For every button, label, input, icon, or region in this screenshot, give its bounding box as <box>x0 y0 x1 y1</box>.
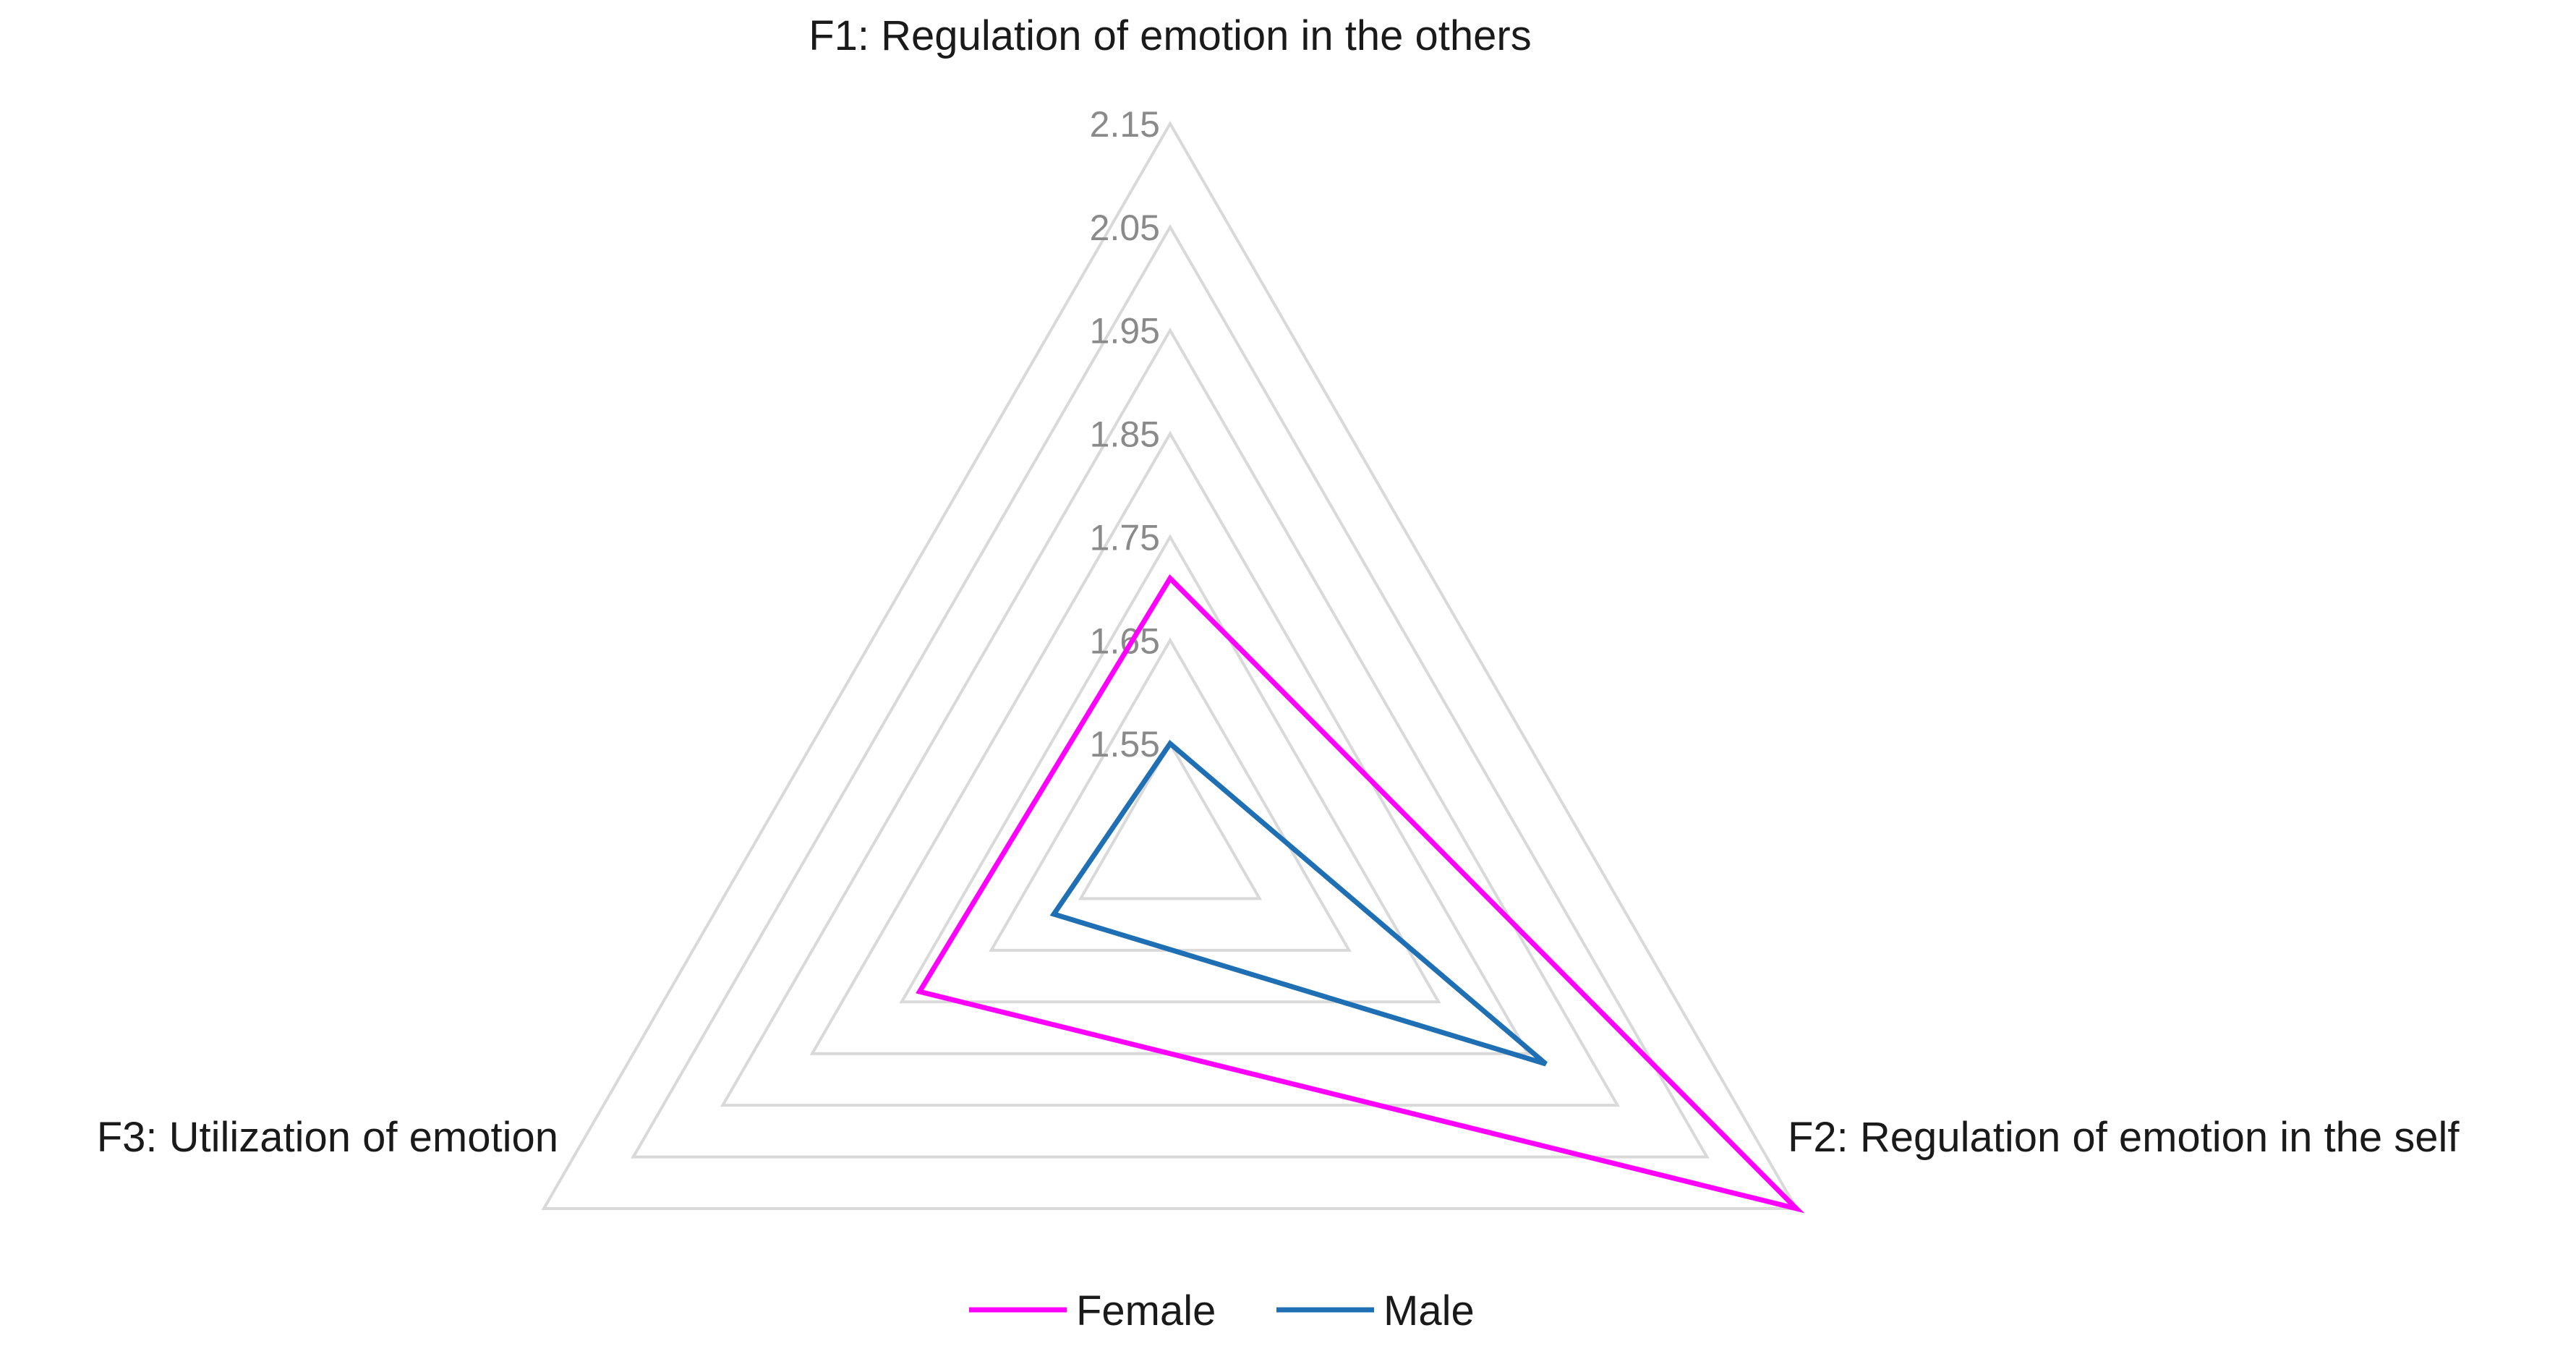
grid-ring-5 <box>720 327 1621 1107</box>
tick-label: 2.05 <box>1090 208 1160 248</box>
tick-label: 1.75 <box>1090 517 1160 558</box>
axis-label-f3: F3: Utilization of emotion <box>97 1114 558 1161</box>
tick-label: 1.85 <box>1090 414 1160 455</box>
grid-ring-7 <box>541 120 1799 1210</box>
series-line-female <box>916 574 1805 1214</box>
legend-label-male: Male <box>1383 1287 1475 1334</box>
grid-ring-3 <box>899 534 1441 1004</box>
radial-tick-labels: 1.551.651.751.851.952.052.15 <box>1090 104 1160 764</box>
tick-label: 1.55 <box>1090 724 1160 764</box>
grid-ring-6 <box>631 223 1710 1159</box>
tick-label: 1.95 <box>1090 311 1160 352</box>
grid-ring-2 <box>989 637 1352 952</box>
radar-grid <box>541 120 1799 1210</box>
series-line-male <box>1049 739 1548 1067</box>
tick-label: 2.15 <box>1090 104 1160 145</box>
legend-label-female: Female <box>1076 1287 1216 1334</box>
axis-label-f1: F1: Regulation of emotion in the others <box>809 12 1531 59</box>
legend: Female Male <box>969 1287 1475 1334</box>
grid-ring-1 <box>1078 741 1263 900</box>
data-series <box>916 574 1805 1214</box>
legend-item-male: Male <box>1276 1287 1475 1334</box>
axis-label-f2: F2: Regulation of emotion in the self <box>1788 1114 2460 1161</box>
legend-item-female: Female <box>969 1287 1216 1334</box>
